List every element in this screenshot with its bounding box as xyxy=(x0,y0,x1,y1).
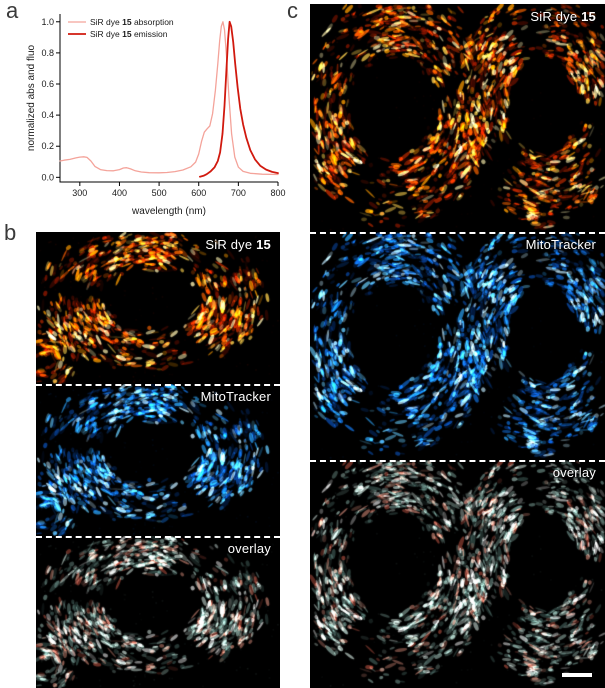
chart-axes xyxy=(59,14,278,183)
microscopy-overlay-canvas-b xyxy=(36,536,280,688)
panel-b-mitotracker-image: MitoTracker xyxy=(36,384,280,536)
microscopy-mitotracker-canvas-c xyxy=(310,232,605,460)
microscopy-overlay-canvas-c xyxy=(310,460,605,688)
image-label-text: MitoTracker xyxy=(200,389,271,404)
panel-b-sir-image: SiR dye 15 xyxy=(36,232,280,384)
panel-b-overlay-image: overlay xyxy=(36,536,280,688)
image-label-bold: 15 xyxy=(256,237,271,252)
series-line xyxy=(59,21,279,176)
image-label-text: SiR dye xyxy=(205,237,257,252)
x-tick-label: 600 xyxy=(191,188,206,198)
image-label-text: MitoTracker xyxy=(525,237,596,252)
x-tick-label: 500 xyxy=(152,188,167,198)
microscopy-sir-canvas-b xyxy=(36,232,280,384)
x-tick-label: 700 xyxy=(231,188,246,198)
panel-b-image-column: SiR dye 15 MitoTracker overlay xyxy=(36,232,280,688)
microscopy-mitotracker-canvas-b xyxy=(36,384,280,536)
image-label-overlay-c: overlay xyxy=(553,465,596,480)
panel-b-label: b xyxy=(4,220,17,245)
image-label-mitotracker-c: MitoTracker xyxy=(526,237,596,252)
panel-c-sir-image: SiR dye 15 xyxy=(310,4,605,232)
image-label-text: overlay xyxy=(227,541,271,556)
dashed-separator xyxy=(310,232,605,234)
x-tick-label: 300 xyxy=(72,188,87,198)
panel-c-label: c xyxy=(287,0,298,23)
legend-label: SiR dye 15 absorption xyxy=(90,17,174,27)
series-line xyxy=(198,20,279,178)
image-label-overlay-b: overlay xyxy=(228,541,271,556)
scale-bar xyxy=(562,673,592,677)
y-tick-label: 0.6 xyxy=(41,79,54,89)
panel-c-mitotracker-image: MitoTracker xyxy=(310,232,605,460)
image-label-text: overlay xyxy=(552,465,596,480)
x-axis-label: wavelength (nm) xyxy=(131,206,206,217)
y-tick-label: 1.0 xyxy=(41,17,54,27)
y-tick-label: 0.8 xyxy=(41,48,54,58)
image-label-mitotracker-b: MitoTracker xyxy=(201,389,271,404)
x-tick-label: 800 xyxy=(270,188,285,198)
panel-c-overlay-image: overlay xyxy=(310,460,605,688)
dashed-separator xyxy=(310,460,605,462)
panel-c-image-column: SiR dye 15 MitoTracker overlay xyxy=(310,4,605,688)
image-label-bold: 15 xyxy=(581,9,596,24)
image-label-text: SiR dye xyxy=(530,9,582,24)
spectra-chart: 300 400 500 600 700 800 0.0 0.2 0.4 0.6 0.8 1.0 wave… xyxy=(26,14,286,217)
y-tick-label: 0.2 xyxy=(41,141,54,151)
x-tick-label: 400 xyxy=(112,188,127,198)
dashed-separator xyxy=(36,384,280,386)
y-axis-label: normalized abs and fluo xyxy=(26,44,37,151)
legend-label: SiR dye 15 emission xyxy=(90,29,168,39)
image-label-sir-c: SiR dye 15 xyxy=(530,9,596,24)
image-label-sir-b: SiR dye 15 xyxy=(205,237,271,252)
microscopy-sir-canvas-c xyxy=(310,4,605,232)
dashed-separator xyxy=(36,536,280,538)
y-tick-label: 0.0 xyxy=(41,172,54,182)
panel-a-label: a xyxy=(6,0,19,23)
y-tick-label: 0.4 xyxy=(41,110,54,120)
